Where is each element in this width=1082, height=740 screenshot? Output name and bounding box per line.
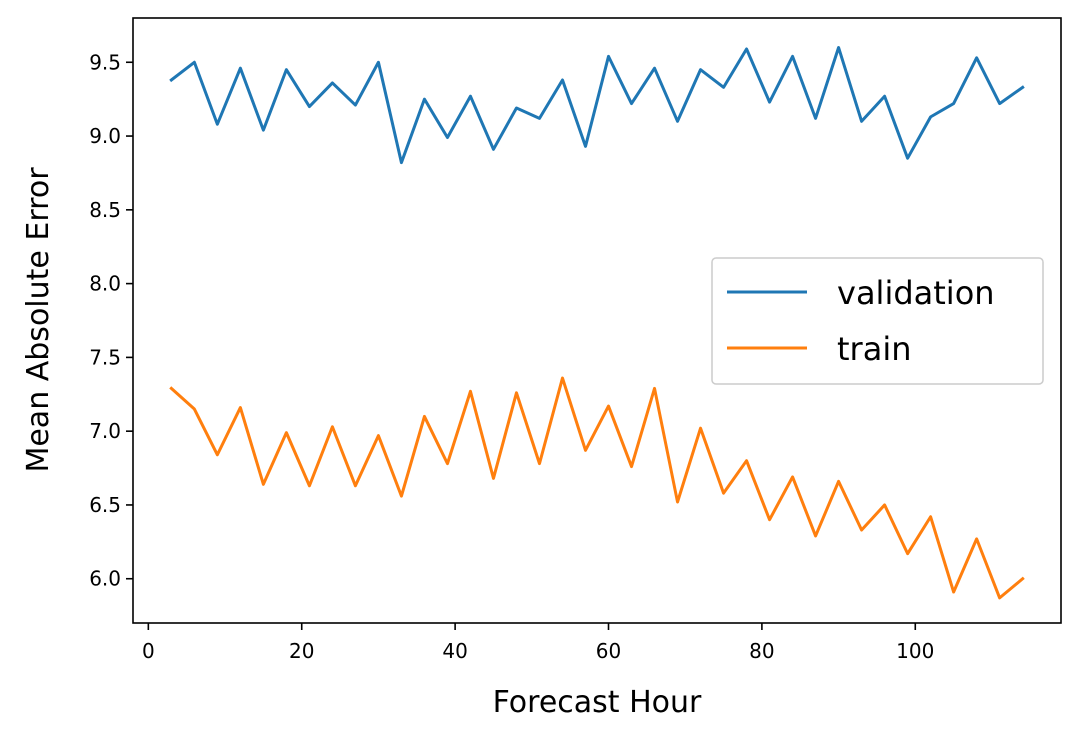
x-tick-label: 40 xyxy=(442,639,467,663)
y-tick-label: 8.0 xyxy=(89,272,121,296)
y-tick-label: 7.0 xyxy=(89,419,121,443)
x-axis-title: Forecast Hour xyxy=(493,685,702,720)
series-lines xyxy=(169,46,1025,600)
legend-label-validation: validation xyxy=(837,274,995,312)
x-tick-label: 80 xyxy=(749,639,774,663)
x-tick-label: 20 xyxy=(289,639,314,663)
y-tick-label: 9.0 xyxy=(89,124,121,148)
y-tick-label: 9.5 xyxy=(89,50,121,74)
y-tick-label: 6.5 xyxy=(89,493,121,517)
x-tick-label: 100 xyxy=(896,639,934,663)
y-axis-ticks: 6.0 6.5 7.0 7.5 8.0 8.5 9.0 9.5 xyxy=(89,50,133,591)
y-tick-label: 8.5 xyxy=(89,198,121,222)
legend-box xyxy=(711,257,1044,385)
legend: validation train xyxy=(711,257,1044,385)
series-line-train xyxy=(169,376,1025,600)
plot-frame xyxy=(132,17,1062,624)
y-tick-label: 6.0 xyxy=(89,567,121,591)
series-line-validation xyxy=(169,46,1025,165)
x-axis-ticks: 0 20 40 60 80 100 xyxy=(142,623,934,663)
y-axis-title: Mean Absolute Error xyxy=(21,167,56,473)
x-tick-label: 0 xyxy=(142,639,155,663)
x-tick-label: 60 xyxy=(596,639,621,663)
legend-label-train: train xyxy=(837,330,911,368)
y-tick-label: 7.5 xyxy=(89,345,121,369)
